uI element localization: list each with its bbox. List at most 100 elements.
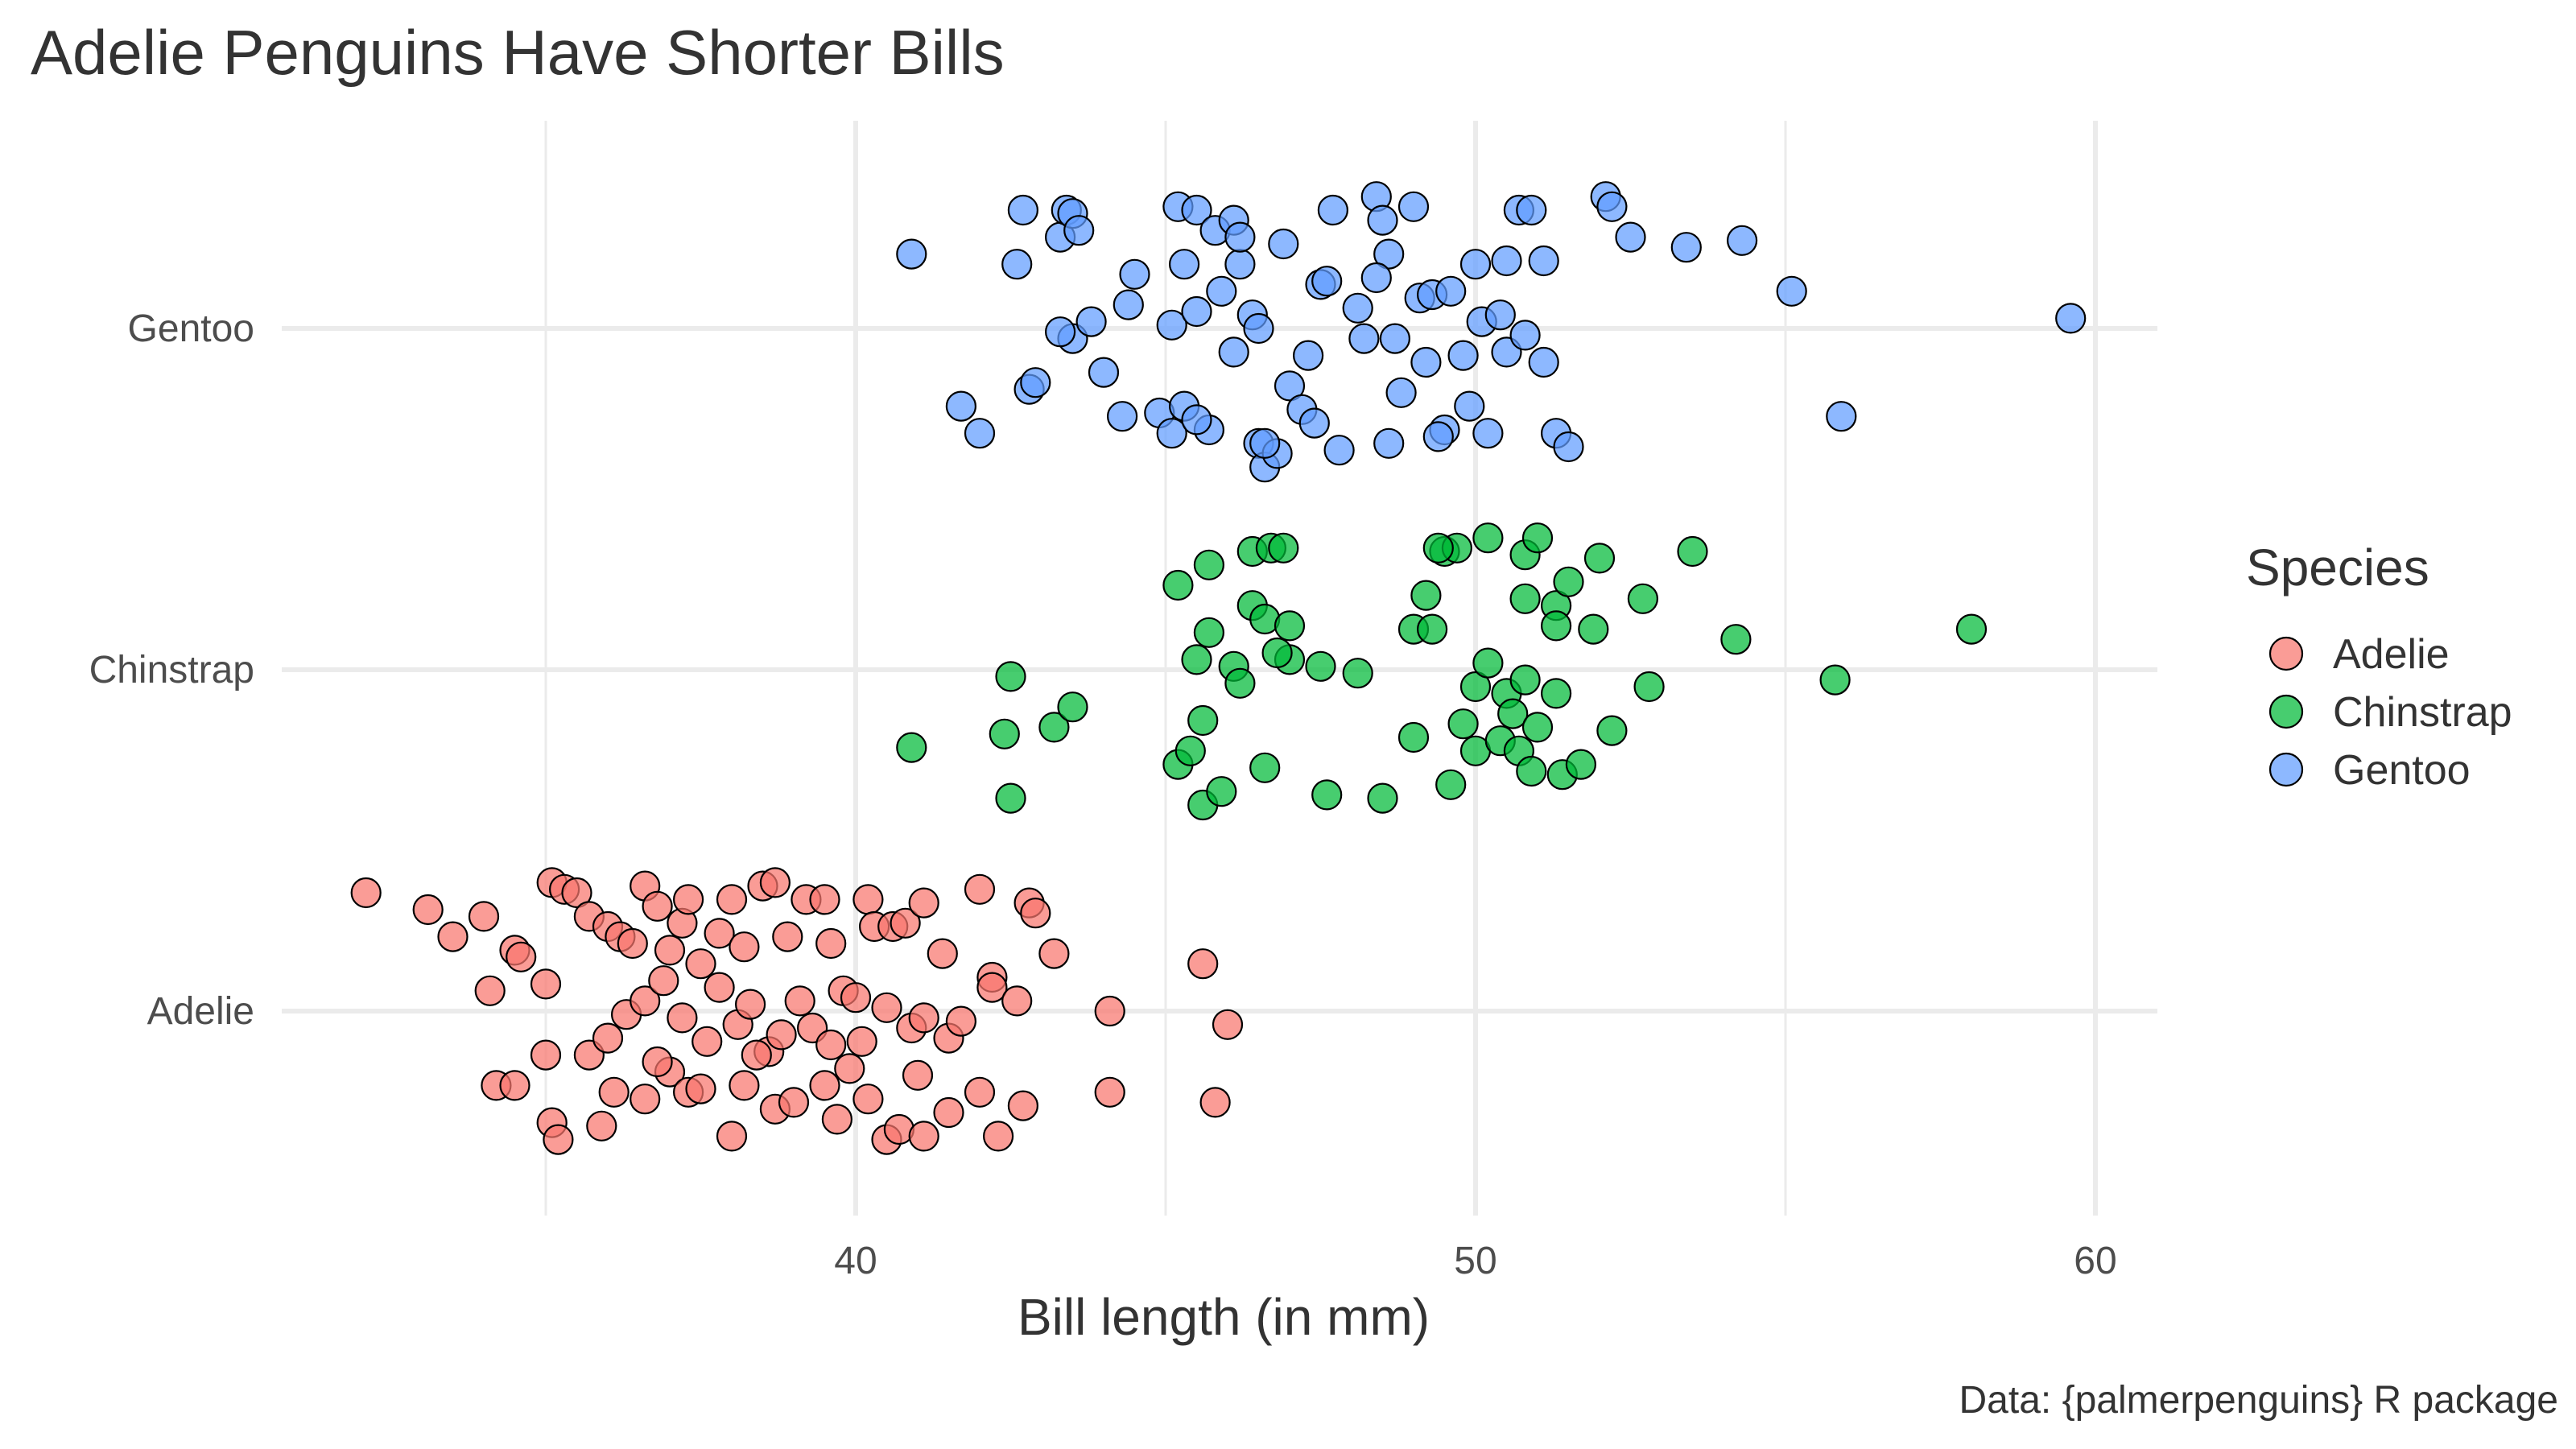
point-gentoo [1472,418,1504,449]
point-gentoo [1397,191,1430,222]
point-adelie [908,1002,939,1034]
point-adelie [506,941,537,972]
point-chinstrap [1057,691,1088,723]
legend-key-gentoo [2268,752,2304,787]
point-gentoo [1447,340,1479,371]
point-adelie [927,938,958,969]
point-chinstrap [1459,671,1492,703]
point-adelie [933,1096,964,1129]
point-gentoo [1218,336,1249,368]
y-tick-label: Chinstrap [89,649,254,691]
point-adelie [672,884,704,915]
point-gentoo [1075,306,1107,337]
point-chinstrap [1187,704,1219,737]
point-gentoo [1224,249,1256,280]
point-chinstrap [1268,532,1299,564]
point-gentoo [1826,401,1857,432]
point-gentoo [1063,215,1095,246]
point-chinstrap [989,718,1020,749]
point-adelie [1187,948,1219,980]
point-gentoo [1298,407,1330,439]
point-gentoo [1727,225,1758,256]
point-gentoo [964,418,996,449]
point-chinstrap [1397,721,1430,753]
point-gentoo [1553,431,1584,463]
point-adelie [648,965,679,997]
point-gentoo [1454,390,1485,422]
point-chinstrap [1472,522,1504,554]
point-adelie [1007,1090,1039,1121]
point-gentoo [945,390,977,422]
point-gentoo [1596,191,1628,222]
point-adelie [499,1070,530,1101]
point-adelie [890,907,921,939]
y-axis-ticks: Adelie Chinstrap Gentoo [89,308,254,1033]
point-chinstrap [1627,583,1659,614]
y-tick-label: Adelie [147,990,254,1033]
legend-key-chinstrap [2268,694,2304,729]
point-chinstrap [1174,735,1206,766]
point-gentoo [1020,367,1051,398]
point-adelie [704,972,735,1003]
legend-label: Gentoo [2333,747,2471,794]
point-gentoo [1311,266,1343,297]
point-adelie [654,935,686,966]
point-chinstrap [1274,610,1306,642]
point-chinstrap [1521,712,1554,743]
point-gentoo [1385,377,1417,408]
point-chinstrap [1342,658,1373,689]
point-adelie [561,877,592,909]
point-gentoo [1360,262,1392,294]
point-chinstrap [1410,580,1442,611]
point-gentoo [1348,323,1380,354]
point-chinstrap [1553,566,1584,597]
point-chinstrap [1633,671,1665,703]
point-chinstrap [1422,532,1454,564]
x-tick-label: 40 [834,1240,877,1282]
x-axis-label: Bill length (in mm) [1018,1288,1430,1346]
point-adelie [976,972,1008,1003]
point-adelie [685,1073,716,1104]
point-chinstrap [1435,769,1467,800]
point-gentoo [1323,435,1355,466]
point-gentoo [1119,258,1150,290]
point-adelie [871,992,902,1023]
x-axis-ticks: 40 50 60 [834,1240,2116,1282]
point-adelie [784,985,815,1017]
point-chinstrap [1193,617,1225,648]
point-gentoo [1113,289,1144,320]
point-chinstrap [1540,678,1572,709]
point-gentoo [1088,357,1120,388]
point-gentoo [1509,320,1541,351]
point-gentoo [1156,418,1187,449]
point-adelie [350,877,382,909]
legend: Species Adelie Chinstrap Gentoo [2246,539,2512,794]
point-adelie [598,1076,630,1108]
point-gentoo [1274,370,1306,402]
point-gentoo [1292,340,1324,371]
point-adelie [982,1121,1014,1152]
point-adelie [964,873,996,905]
point-gentoo [1168,249,1200,280]
point-adelie [815,1029,847,1061]
x-tick-label: 60 [2074,1240,2116,1282]
point-adelie [630,1084,661,1115]
point-adelie [852,1084,884,1115]
point-adelie [852,884,884,915]
point-chinstrap [1677,535,1708,568]
point-adelie [741,1039,772,1071]
point-gentoo [896,238,927,270]
data-points [350,181,2087,1155]
point-gentoo [1528,346,1559,378]
point-adelie [840,982,872,1013]
point-adelie [834,1053,865,1084]
point-chinstrap [1516,755,1547,787]
point-gentoo [1243,312,1274,345]
point-adelie [667,1002,698,1034]
point-adelie [759,867,791,898]
point-adelie [716,884,748,915]
point-chinstrap [1583,543,1616,574]
point-chinstrap [1447,708,1479,740]
point-gentoo [1106,401,1138,432]
